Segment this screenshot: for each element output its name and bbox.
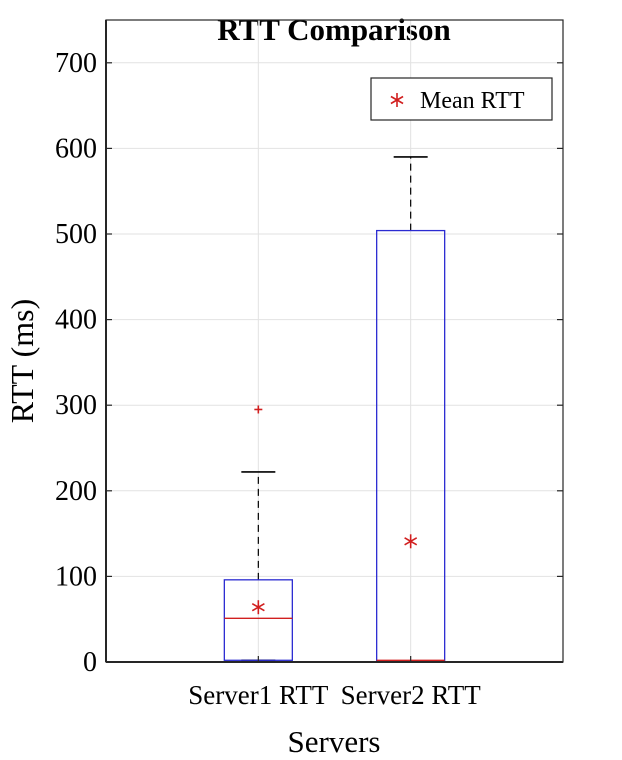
tick-labels: 0 100 200 300 400 500 600 700 Server1 RTT Server2… [55, 48, 481, 710]
x-tick-label: Server2 RTT [341, 680, 482, 710]
legend-entry-mean-rtt: Mean RTT [420, 88, 525, 114]
chart-title: RTT Comparison [217, 12, 450, 47]
legend-mean-star [390, 93, 404, 107]
mean-marker [404, 534, 418, 549]
y-tick-label: 100 [55, 561, 97, 592]
legend-box [370, 77, 553, 121]
mean-marker [251, 600, 265, 615]
axes [105, 19, 564, 663]
y-tick-label: 0 [83, 647, 97, 678]
legend-mean-marker [390, 93, 404, 107]
outlier-marker [254, 405, 263, 414]
y-axis-label: RTT (ms) [4, 299, 40, 424]
y-tick-label: 200 [55, 476, 97, 507]
y-tick-label: 500 [55, 219, 97, 250]
x-axis-label: Servers [288, 724, 381, 759]
y-tick-label: 700 [55, 48, 97, 79]
x-tick-label: Server1 RTT [188, 680, 329, 710]
box-1 [223, 405, 293, 662]
mean-marker-stroke [251, 603, 265, 612]
grid-lines [106, 20, 563, 663]
mean-marker-stroke [404, 537, 418, 546]
legend: Mean RTT [370, 77, 553, 121]
y-tick-label: 400 [55, 305, 97, 336]
box-group [223, 156, 446, 662]
legend-mean-star-stroke [390, 95, 404, 105]
y-tick-label: 600 [55, 133, 97, 164]
y-tick-label: 300 [55, 390, 97, 421]
